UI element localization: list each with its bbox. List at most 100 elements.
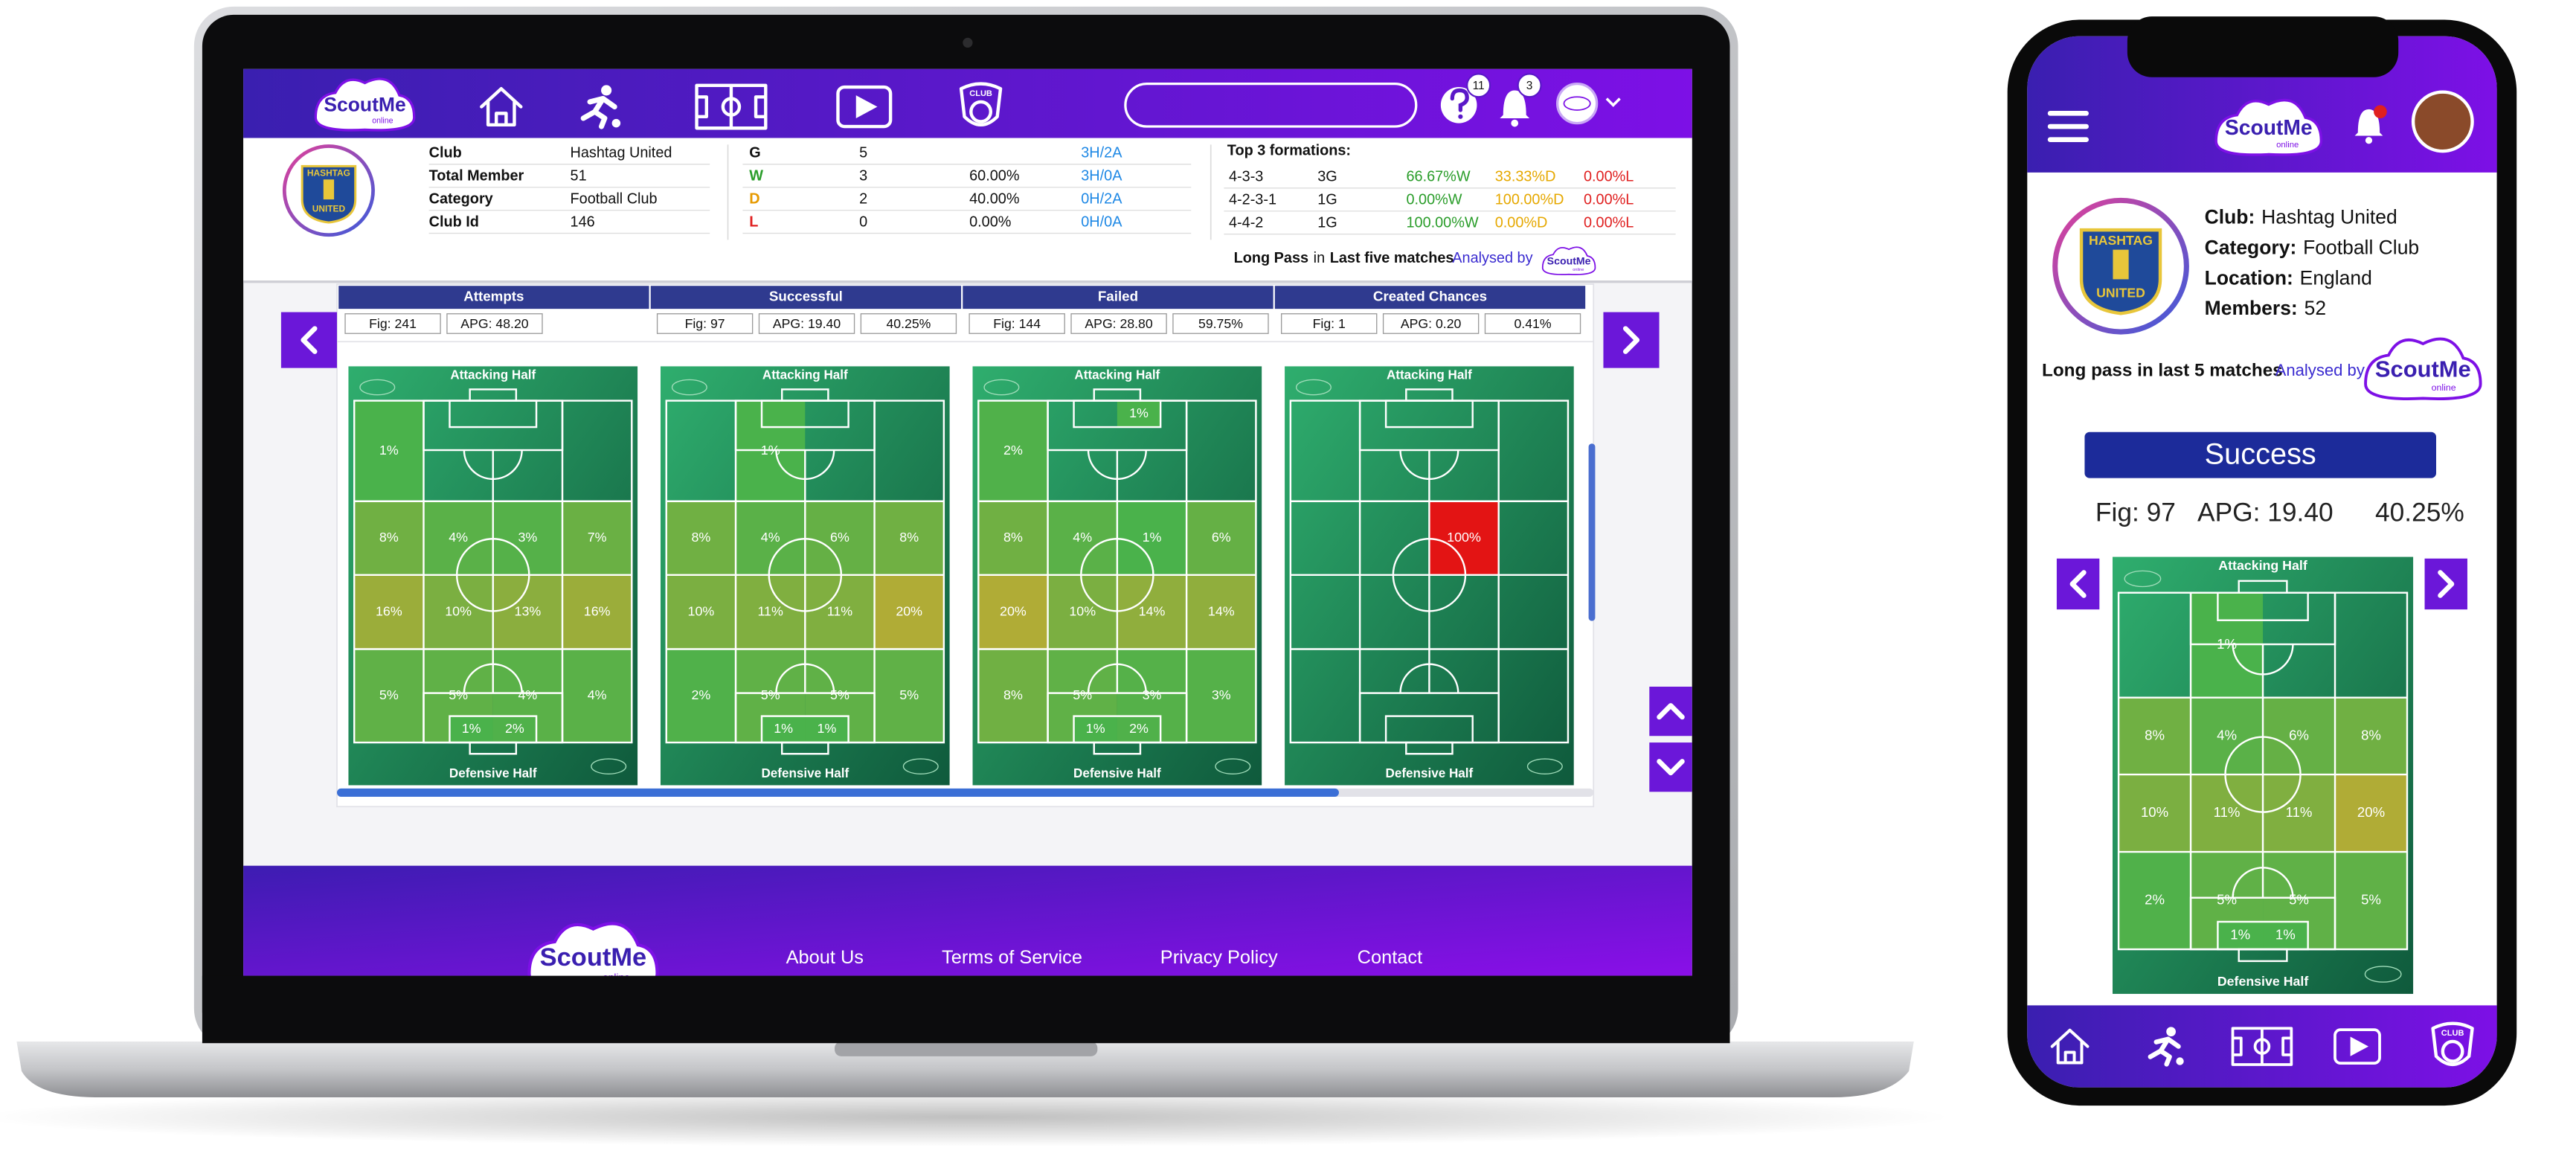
cell-value: 4% [761,530,780,545]
formation-cell: 100.00%W [1406,215,1478,231]
formation-cell: 100.00%D [1495,192,1564,208]
metric-header [650,286,962,309]
home-button[interactable] [2050,1028,2090,1065]
avatar [1555,82,1599,125]
pitch-icon [2231,1027,2293,1066]
arrow-button[interactable] [1649,742,1692,792]
footer-link[interactable]: Privacy Policy [1160,947,1278,968]
club-button[interactable]: CLUB [959,82,1003,127]
play-button[interactable] [836,85,893,129]
stat-box [1382,313,1480,334]
cell-value: 13% [515,603,542,618]
cell-value: 2% [505,721,524,736]
pitch-bottom-label: Defensive Half [449,766,537,780]
laptop-base [16,1041,1914,1098]
logo-cloud [2364,337,2482,400]
club-button[interactable]: CLUB [2431,1021,2474,1067]
footer-link[interactable]: Terms of Service [942,947,1082,968]
badge-count: 3 [1526,80,1533,92]
cell-value: 20% [896,603,922,618]
penalty-arc [1087,450,1147,481]
analysed-by: Analysed by [2275,361,2365,379]
avatar[interactable] [2411,90,2474,153]
heat-cell [449,716,493,743]
heat-cell [354,649,424,743]
player-button[interactable] [2148,1027,2184,1067]
profile-menu[interactable] [1555,82,1621,125]
pitch-icon-circle [721,97,742,117]
player-head [601,85,612,96]
bell-icon [1500,90,1530,118]
metric-name: Attempts [463,289,524,304]
arrow-button[interactable] [1603,312,1660,368]
help-button[interactable]: 11 [1440,73,1491,123]
pitch-bottom-label: Defensive Half [2217,974,2309,989]
play-triangle [2350,1036,2369,1056]
cell-value: 4% [449,530,468,545]
footer-link[interactable]: About Us [786,947,864,968]
ball [2176,1057,2184,1065]
home-away: 3H/0A [1081,168,1122,184]
play-icon [2334,1028,2381,1065]
arrow-bg [280,312,337,368]
arrow-button[interactable] [1649,687,1692,737]
play-button[interactable] [2334,1028,2381,1065]
footer-link[interactable]: Contact [1358,947,1422,968]
heat-cell [2263,922,2308,950]
home-icon [480,87,523,127]
search-box[interactable] [1124,82,1418,128]
home-button[interactable] [480,87,523,127]
bell-button[interactable] [1500,90,1530,127]
badge [1466,73,1491,98]
arrow-button[interactable] [2424,558,2467,610]
goal [2238,580,2288,594]
result-count: 2 [859,191,867,208]
cell-value: 5% [379,687,399,702]
cell-value: 20% [1000,603,1027,618]
center-circle [768,538,843,612]
info-row: Members: 52 [2205,297,2326,319]
chevron [2438,570,2455,598]
result-percent: 0.00% [969,214,1011,230]
stat-value: APG: 0.20 [1401,316,1462,331]
info-value: Football Club [571,191,658,208]
pitch-logo [983,379,1020,396]
player-button[interactable] [580,85,621,129]
cell-value: 5% [2289,891,2309,907]
logo-text: ScoutMe [540,943,647,972]
v-scroll-thumb [1588,443,1596,621]
heat-cell [1117,716,1161,743]
pitch-bottom-label: Defensive Half [761,766,849,780]
goal [469,741,518,755]
goal [1405,741,1454,755]
info-label: Category: [2205,237,2297,259]
info-value: 51 [571,168,587,184]
pitch: 1% 8% 4% 6% 8% 10% 11% 11% 20% 2% 5% 5% 5% 1% 1% Attack… [2112,556,2414,994]
cell-value: 5% [2217,891,2237,907]
menu-button[interactable] [2047,111,2089,143]
heat-cell [492,716,537,743]
result-key: D [749,191,759,208]
home-away: 0H/0A [1081,214,1122,230]
metric-selector[interactable]: Success [2084,431,2437,478]
penalty-arc [1399,663,1459,693]
cell-value: 16% [584,603,611,618]
pitch-button[interactable] [695,83,768,130]
bell-clapper [2365,137,2373,144]
cell-value: 8% [691,530,710,545]
stat-box [758,313,855,334]
club-icon-text: CLUB [969,89,992,98]
arrow-button[interactable] [2056,558,2100,610]
heat-cell [354,574,424,649]
cell-value: 5% [899,687,919,702]
long-pass-title: Long pass in last 5 matches [2042,360,2283,380]
stat-value: 59.75% [1198,316,1243,331]
arrow-button[interactable] [280,312,337,368]
cell-value: 1% [774,721,793,736]
pitch-logo [1295,379,1332,396]
pitch-button[interactable] [2231,1027,2293,1066]
cell-value: 11% [827,603,853,618]
result-count: 5 [859,145,867,161]
long-pass-part: Long Pass [1234,250,1308,266]
